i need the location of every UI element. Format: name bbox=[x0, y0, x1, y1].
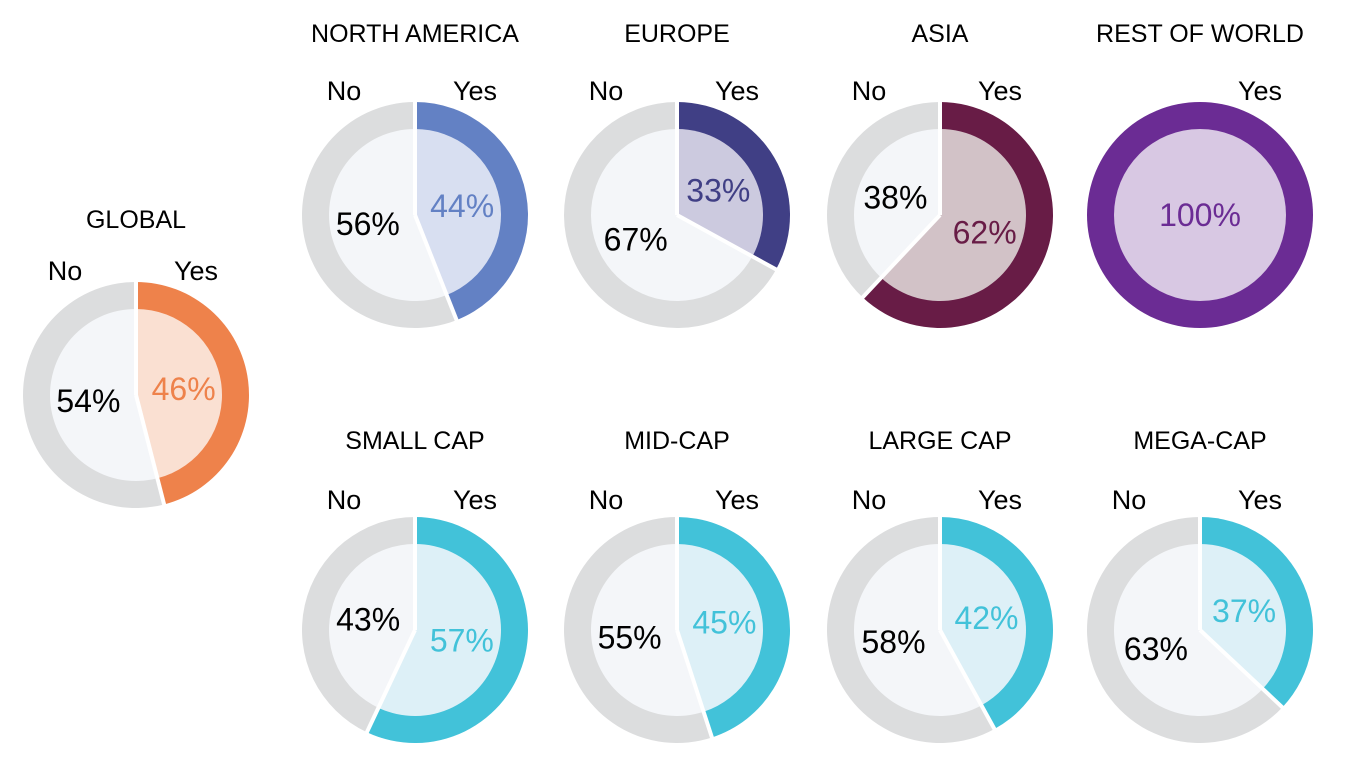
chart-title: REST OF WORLD bbox=[1096, 20, 1304, 48]
value-label-yes: 100% bbox=[1159, 197, 1241, 233]
value-label-yes: 37% bbox=[1212, 593, 1276, 629]
value-label-yes: 42% bbox=[954, 600, 1018, 636]
category-label-no: No bbox=[852, 76, 887, 106]
value-label-yes: 57% bbox=[430, 622, 494, 658]
chart-title: ASIA bbox=[912, 20, 969, 48]
slice-yes-inner bbox=[677, 544, 763, 712]
donut-chart: ASIA No Yes 62% 38% bbox=[827, 20, 1053, 329]
donut-chart: REST OF WORLD Yes 100% bbox=[1087, 20, 1313, 328]
category-label-yes: Yes bbox=[1238, 76, 1282, 106]
value-label-yes: 45% bbox=[692, 604, 756, 640]
slice-no-inner bbox=[854, 129, 940, 278]
slice-yes-inner bbox=[136, 309, 222, 479]
slice-yes-inner bbox=[378, 544, 502, 716]
slice-separator bbox=[938, 629, 997, 731]
donut-chart: MID-CAP No Yes 45% 55% bbox=[564, 427, 790, 743]
category-label-yes: Yes bbox=[174, 256, 218, 286]
category-label-yes: Yes bbox=[453, 76, 497, 106]
slice-yes-inner bbox=[881, 129, 1026, 301]
slice-separator bbox=[1198, 628, 1285, 710]
slice-yes-inner bbox=[1114, 129, 1286, 301]
chart-title: MEGA-CAP bbox=[1133, 427, 1266, 455]
value-label-no: 67% bbox=[604, 221, 668, 257]
donut-chart: MEGA-CAP No Yes 37% 63% bbox=[1087, 427, 1313, 743]
slice-no-inner bbox=[328, 129, 447, 302]
chart-title: NORTH AMERICA bbox=[311, 20, 519, 48]
slice-yes-inner bbox=[415, 129, 502, 295]
chart-title: EUROPE bbox=[624, 20, 730, 48]
category-label-yes: Yes bbox=[715, 76, 759, 106]
donut-chart: SMALL CAP No Yes 57% 43% bbox=[301, 427, 528, 743]
category-label-no: No bbox=[327, 76, 362, 106]
slice-yes-inner bbox=[1200, 544, 1286, 689]
chart-title: SMALL CAP bbox=[345, 427, 484, 455]
value-label-no: 58% bbox=[861, 624, 925, 660]
value-label-no: 55% bbox=[598, 620, 662, 656]
slice-no-inner bbox=[1113, 544, 1263, 717]
value-label-yes: 46% bbox=[152, 371, 216, 407]
chart-title: MID-CAP bbox=[624, 427, 730, 455]
slice-separator bbox=[364, 629, 417, 735]
donut-chart: LARGE CAP No Yes 42% 58% bbox=[827, 427, 1053, 743]
slice-no-inner bbox=[329, 544, 415, 708]
slice-separator bbox=[860, 213, 942, 300]
slice-separator bbox=[134, 394, 167, 506]
value-label-no: 63% bbox=[1124, 631, 1188, 667]
value-label-yes: 33% bbox=[686, 173, 750, 209]
chart-title: LARGE CAP bbox=[868, 427, 1011, 455]
category-label-no: No bbox=[589, 485, 624, 515]
value-label-yes: 62% bbox=[953, 215, 1017, 251]
category-label-yes: Yes bbox=[978, 76, 1022, 106]
value-label-no: 38% bbox=[863, 179, 927, 215]
slice-no-inner bbox=[49, 309, 158, 482]
value-label-no: 43% bbox=[336, 602, 400, 638]
category-label-no: No bbox=[589, 76, 624, 106]
category-label-yes: Yes bbox=[978, 485, 1022, 515]
category-label-no: No bbox=[48, 256, 83, 286]
category-label-yes: Yes bbox=[453, 485, 497, 515]
chart-title: GLOBAL bbox=[86, 206, 186, 234]
category-label-yes: Yes bbox=[715, 485, 759, 515]
slice-no-inner bbox=[590, 129, 753, 302]
slice-separator bbox=[413, 214, 459, 322]
slice-no-inner bbox=[853, 544, 982, 716]
donut-chart: NORTH AMERICA No Yes 44% 56% bbox=[302, 20, 528, 328]
category-label-no: No bbox=[327, 485, 362, 515]
category-label-no: No bbox=[852, 485, 887, 515]
value-label-no: 56% bbox=[336, 206, 400, 242]
value-label-no: 54% bbox=[56, 383, 120, 419]
category-label-yes: Yes bbox=[1238, 485, 1282, 515]
value-label-yes: 44% bbox=[430, 188, 494, 224]
category-label-no: No bbox=[1112, 485, 1147, 515]
slice-separator bbox=[676, 213, 778, 272]
slice-separator bbox=[675, 629, 715, 740]
